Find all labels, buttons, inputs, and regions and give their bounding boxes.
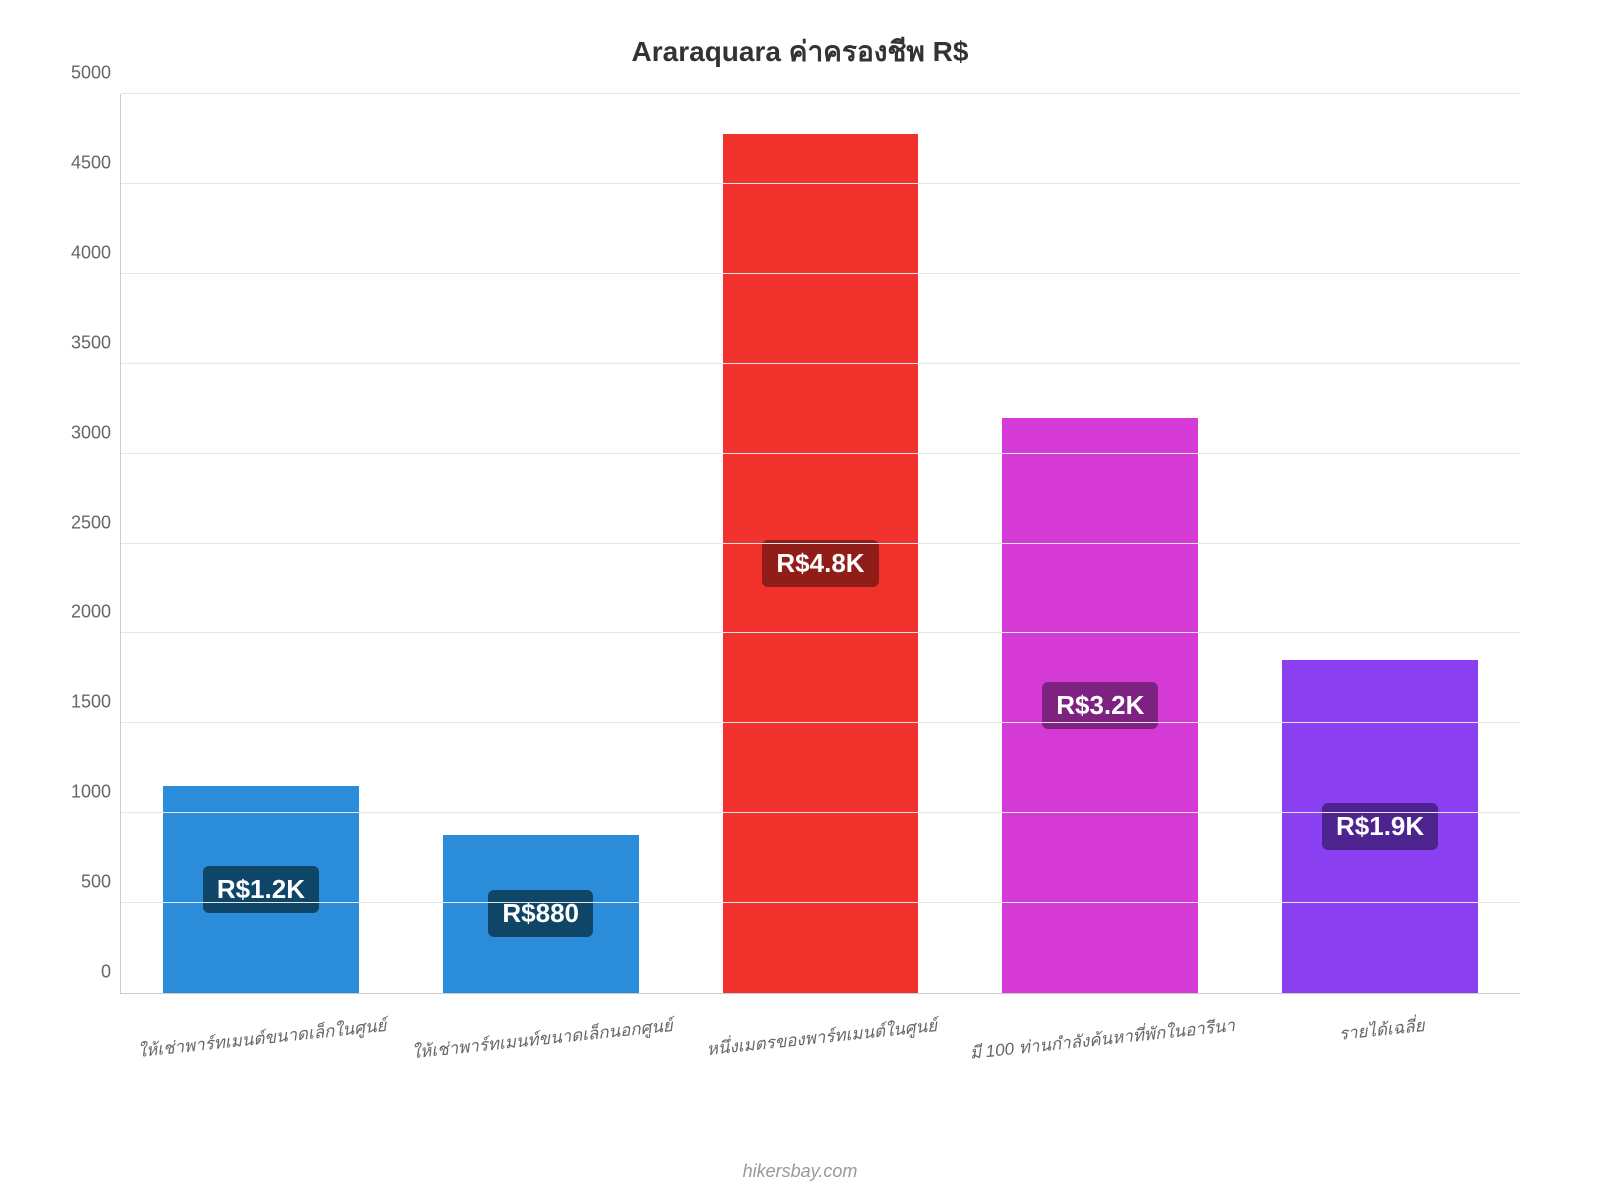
bar-slot: R$4.8K <box>681 94 961 993</box>
gridline <box>121 183 1520 184</box>
y-tick-label: 500 <box>81 872 121 893</box>
bars-container: R$1.2K R$880 R$4.8K R$3.2K R$1.9K <box>121 94 1520 993</box>
gridline <box>121 453 1520 454</box>
gridline <box>121 812 1520 813</box>
chart-footer-source: hikersbay.com <box>0 1161 1600 1182</box>
bar: R$1.2K <box>163 786 359 993</box>
y-tick-label: 0 <box>101 962 121 983</box>
gridline <box>121 273 1520 274</box>
value-badge: R$4.8K <box>762 540 878 587</box>
x-axis-labels: ให้เช่าพาร์ทเมนต์ขนาดเล็กในศูนย์ให้เช่าพ… <box>120 1012 1520 1039</box>
bar-slot: R$1.9K <box>1240 94 1520 993</box>
bar: R$1.9K <box>1282 660 1478 993</box>
plot-region: R$1.2KR$880R$4.8KR$3.2KR$1.9K 0500100015… <box>120 94 1520 994</box>
cost-of-living-chart: Araraquara ค่าครองชีพ R$ R$1.2K R$880 R$4.… <box>0 0 1600 1200</box>
gridline <box>121 902 1520 903</box>
y-tick-label: 4500 <box>71 152 121 173</box>
x-axis-label: รายได้เฉลี่ย <box>1240 1012 1520 1039</box>
bar: R$3.2K <box>1002 418 1198 993</box>
value-badge: R$1.2K <box>203 866 319 913</box>
bar: R$4.8K <box>723 134 919 993</box>
y-tick-label: 5000 <box>71 63 121 84</box>
plot-area: R$1.2KR$880R$4.8KR$3.2KR$1.9K 0500100015… <box>120 94 1520 994</box>
gridline <box>121 722 1520 723</box>
x-axis-label: มี 100 ท่านกำลังค้นหาที่พักในอารีนา <box>960 1012 1240 1039</box>
bar: R$880 <box>443 835 639 993</box>
gridline <box>121 93 1520 94</box>
x-axis-label: ให้เช่าพาร์ทเมนท์ขนาดเล็กนอกศูนย์ <box>400 1012 680 1039</box>
gridline <box>121 632 1520 633</box>
x-axis-label: ให้เช่าพาร์ทเมนต์ขนาดเล็กในศูนย์ <box>120 1012 400 1039</box>
bar-slot: R$880 <box>401 94 681 993</box>
y-tick-label: 3000 <box>71 422 121 443</box>
y-tick-label: 2500 <box>71 512 121 533</box>
value-badge: R$880 <box>488 890 593 937</box>
gridline <box>121 543 1520 544</box>
value-badge: R$1.9K <box>1322 803 1438 850</box>
bar-slot: R$3.2K <box>960 94 1240 993</box>
y-tick-label: 3500 <box>71 332 121 353</box>
x-axis-label: หนึ่งเมตรของพาร์ทเมนต์ในศูนย์ <box>680 1012 960 1039</box>
chart-title: Araraquara ค่าครองชีพ R$ <box>40 30 1560 74</box>
bar-slot: R$1.2K <box>121 94 401 993</box>
y-tick-label: 1500 <box>71 692 121 713</box>
y-tick-label: 2000 <box>71 602 121 623</box>
gridline <box>121 363 1520 364</box>
y-tick-label: 1000 <box>71 782 121 803</box>
y-tick-label: 4000 <box>71 242 121 263</box>
